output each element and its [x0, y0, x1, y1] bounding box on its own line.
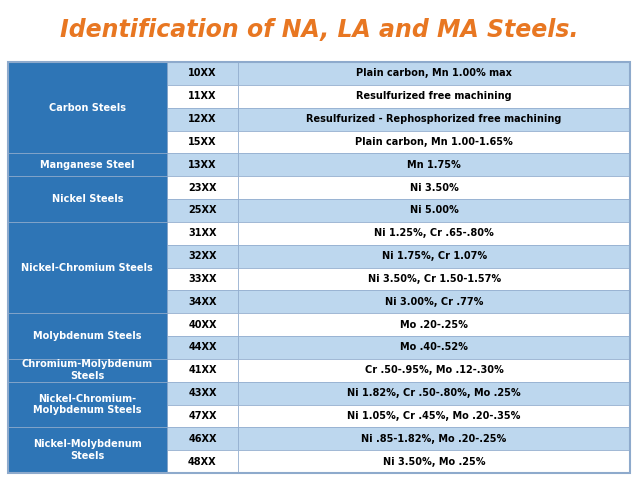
Text: 40XX: 40XX — [188, 319, 217, 330]
Text: Identification of NA, LA and MA Steels.: Identification of NA, LA and MA Steels. — [60, 18, 578, 42]
Bar — [167, 222, 238, 245]
Text: Mo .40-.52%: Mo .40-.52% — [400, 342, 468, 353]
Bar — [167, 359, 238, 382]
Text: 33XX: 33XX — [188, 274, 217, 284]
Bar — [238, 427, 630, 450]
Bar — [238, 108, 630, 130]
Bar — [238, 404, 630, 427]
Text: 25XX: 25XX — [188, 205, 217, 216]
Text: Ni 1.25%, Cr .65-.80%: Ni 1.25%, Cr .65-.80% — [375, 228, 494, 238]
Bar — [8, 62, 630, 473]
Bar — [167, 130, 238, 153]
Bar — [8, 427, 167, 473]
Bar — [238, 313, 630, 336]
Text: 15XX: 15XX — [188, 137, 217, 147]
Bar — [238, 62, 630, 85]
Bar — [167, 85, 238, 108]
Text: Ni 3.00%, Cr .77%: Ni 3.00%, Cr .77% — [385, 297, 483, 307]
Text: Ni 1.75%, Cr 1.07%: Ni 1.75%, Cr 1.07% — [382, 251, 487, 261]
Text: 47XX: 47XX — [188, 411, 217, 421]
Bar — [238, 153, 630, 176]
Bar — [167, 450, 238, 473]
Bar — [238, 267, 630, 290]
Text: Resulfurized free machining: Resulfurized free machining — [356, 91, 512, 101]
Bar — [238, 290, 630, 313]
Bar — [238, 359, 630, 382]
Bar — [167, 336, 238, 359]
Bar — [8, 222, 167, 313]
Text: Ni .85-1.82%, Mo .20-.25%: Ni .85-1.82%, Mo .20-.25% — [362, 434, 507, 444]
Bar — [238, 450, 630, 473]
Text: 10XX: 10XX — [188, 68, 217, 79]
Bar — [167, 313, 238, 336]
Text: 13XX: 13XX — [188, 160, 217, 170]
Bar — [167, 153, 238, 176]
Text: Ni 3.50%, Cr 1.50-1.57%: Ni 3.50%, Cr 1.50-1.57% — [367, 274, 501, 284]
Bar — [167, 267, 238, 290]
Bar — [8, 382, 167, 427]
Bar — [167, 382, 238, 404]
Text: Plain carbon, Mn 1.00-1.65%: Plain carbon, Mn 1.00-1.65% — [355, 137, 513, 147]
Text: 31XX: 31XX — [188, 228, 217, 238]
Bar — [238, 176, 630, 199]
Bar — [8, 176, 167, 222]
Bar — [238, 382, 630, 404]
Text: 34XX: 34XX — [188, 297, 217, 307]
Text: Nickel Steels: Nickel Steels — [52, 194, 123, 204]
Text: Manganese Steel: Manganese Steel — [40, 160, 135, 170]
Bar — [167, 199, 238, 222]
Text: 41XX: 41XX — [188, 365, 217, 375]
Text: Molybdenum Steels: Molybdenum Steels — [33, 331, 142, 341]
Bar — [238, 222, 630, 245]
Text: Nickel-Chromium-
Molybdenum Steels: Nickel-Chromium- Molybdenum Steels — [33, 394, 142, 415]
Bar — [8, 359, 167, 382]
Text: 12XX: 12XX — [188, 114, 217, 124]
Bar — [238, 336, 630, 359]
Bar — [167, 404, 238, 427]
Text: Plain carbon, Mn 1.00% max: Plain carbon, Mn 1.00% max — [356, 68, 512, 79]
Bar — [167, 176, 238, 199]
Bar — [8, 153, 167, 176]
Text: Resulfurized - Rephosphorized free machining: Resulfurized - Rephosphorized free machi… — [306, 114, 561, 124]
Text: Ni 3.50%: Ni 3.50% — [410, 182, 459, 193]
Text: 46XX: 46XX — [188, 434, 217, 444]
Text: 44XX: 44XX — [188, 342, 217, 353]
Bar — [167, 290, 238, 313]
Bar — [167, 62, 238, 85]
Text: Nickel-Molybdenum
Steels: Nickel-Molybdenum Steels — [33, 439, 142, 461]
Text: 32XX: 32XX — [188, 251, 217, 261]
Text: Carbon Steels: Carbon Steels — [48, 103, 126, 113]
Bar — [167, 108, 238, 130]
Bar — [167, 245, 238, 267]
Text: Chromium-Molybdenum
Steels: Chromium-Molybdenum Steels — [22, 359, 153, 381]
Text: Cr .50-.95%, Mo .12-.30%: Cr .50-.95%, Mo .12-.30% — [365, 365, 503, 375]
Bar — [238, 245, 630, 267]
Text: Nickel-Chromium Steels: Nickel-Chromium Steels — [22, 262, 153, 273]
Text: Ni 1.05%, Cr .45%, Mo .20-.35%: Ni 1.05%, Cr .45%, Mo .20-.35% — [347, 411, 521, 421]
Bar — [238, 199, 630, 222]
Text: Mn 1.75%: Mn 1.75% — [407, 160, 461, 170]
Text: 23XX: 23XX — [188, 182, 217, 193]
Text: Ni 3.50%, Mo .25%: Ni 3.50%, Mo .25% — [383, 456, 486, 467]
Text: Ni 1.82%, Cr .50-.80%, Mo .25%: Ni 1.82%, Cr .50-.80%, Mo .25% — [347, 388, 521, 398]
Text: 11XX: 11XX — [188, 91, 217, 101]
Bar — [8, 313, 167, 359]
Bar — [238, 85, 630, 108]
Text: 48XX: 48XX — [188, 456, 217, 467]
Text: Mo .20-.25%: Mo .20-.25% — [400, 319, 468, 330]
Text: Ni 5.00%: Ni 5.00% — [410, 205, 459, 216]
Text: 43XX: 43XX — [188, 388, 217, 398]
Bar — [238, 130, 630, 153]
Bar — [8, 62, 167, 153]
Bar — [167, 427, 238, 450]
